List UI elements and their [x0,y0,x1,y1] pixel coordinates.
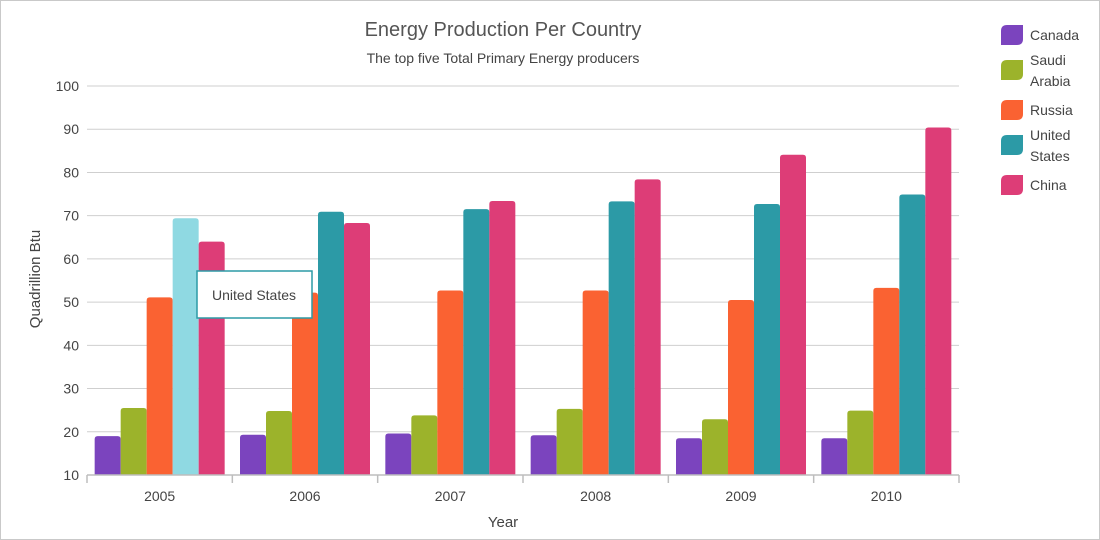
x-tick-label: 2006 [289,488,320,504]
y-axis-ticks: 10 20 30 40 50 60 70 80 90 100 [56,78,80,483]
tooltip-text: United States [212,287,296,303]
legend-item-saudi-arabia[interactable]: Saudi Arabia [1001,52,1071,89]
y-tick-label: 20 [63,424,79,440]
legend-item-russia[interactable]: Russia [1001,100,1073,120]
bar-china-2010[interactable] [925,127,952,475]
legend: Canada Saudi Arabia Russia United States China [1001,25,1079,195]
legend-label: Saudi Arabia [1030,52,1071,89]
legend-swatch [1001,175,1023,195]
bar-russia-2009[interactable] [728,299,754,475]
y-tick-label: 30 [63,381,79,397]
tooltip-box [196,270,313,319]
x-tick-label: 2005 [144,488,175,504]
bar-united-states-2008[interactable] [608,201,635,476]
bar-china-2008[interactable] [634,179,661,476]
bar-canada-2008[interactable] [530,435,557,475]
legend-item-canada[interactable]: Canada [1001,25,1079,45]
bar-canada-2007[interactable] [385,433,412,475]
bar-united-states-2005[interactable] [172,218,199,475]
x-tick-label: 2008 [580,488,611,504]
bar-china-2007[interactable] [489,200,516,475]
y-axis-title: Quadrillion Btu [27,230,44,328]
bar-canada-2006[interactable] [240,434,266,475]
y-tick-label: 10 [63,467,79,483]
bar-china-2006[interactable] [344,223,370,475]
bar-saudi-arabia-2007[interactable] [411,415,438,475]
bar-russia-2005[interactable] [146,297,173,475]
bar-russia-2008[interactable] [582,290,609,475]
bar-canada-2009[interactable] [676,438,702,475]
y-tick-label: 60 [63,251,79,267]
bar-united-states-2006[interactable] [318,211,344,475]
bar-saudi-arabia-2006[interactable] [266,411,292,475]
bar-saudi-arabia-2008[interactable] [556,408,583,475]
chart-subtitle: The top five Total Primary Energy produc… [367,50,640,66]
x-tick-label: 2009 [725,488,756,504]
bar-united-states-2007[interactable] [463,209,490,475]
legend-swatch [1001,60,1023,80]
y-tick-label: 50 [63,294,79,310]
bar-china-2009[interactable] [780,154,806,475]
legend-label: United States [1030,127,1070,164]
chart-title: Energy Production Per Country [365,19,642,41]
legend-swatch [1001,25,1023,45]
x-axis-title: Year [488,514,518,531]
bar-united-states-2010[interactable] [899,194,926,475]
bar-russia-2007[interactable] [437,290,464,475]
legend-swatch [1001,135,1023,155]
bar-canada-2005[interactable] [94,436,121,475]
y-tick-label: 100 [56,78,80,94]
bar-saudi-arabia-2005[interactable] [120,408,147,475]
legend-label: China [1030,177,1067,193]
legend-label: Canada [1030,27,1079,43]
bar-russia-2010[interactable] [873,287,900,475]
y-tick-label: 90 [63,121,79,137]
x-tick-label: 2010 [871,488,902,504]
tooltip: United States [196,270,313,319]
y-tick-label: 80 [63,164,79,180]
y-tick-label: 70 [63,208,79,224]
x-tick-label: 2007 [435,488,466,504]
legend-item-china[interactable]: China [1001,175,1067,195]
legend-label: Russia [1030,102,1073,118]
bars [94,127,952,476]
bar-saudi-arabia-2009[interactable] [702,419,728,475]
bar-saudi-arabia-2010[interactable] [847,410,874,475]
x-axis: 2005 2006 2007 2008 2009 2010 [86,474,960,504]
legend-item-united-states[interactable]: United States [1001,127,1070,164]
bar-canada-2010[interactable] [821,438,848,475]
bar-united-states-2009[interactable] [754,203,780,475]
legend-swatch [1001,100,1023,120]
bar-russia-2006[interactable] [292,292,318,475]
y-tick-label: 40 [63,337,79,353]
